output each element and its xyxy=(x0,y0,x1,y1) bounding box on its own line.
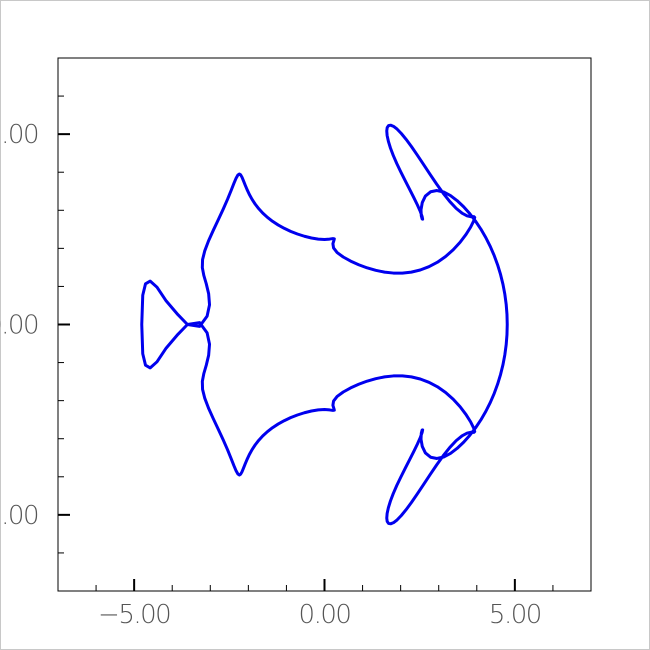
x-tick-label: −5.00 xyxy=(98,600,170,630)
series-line-0 xyxy=(140,123,509,526)
y-tick-label: 0.00 xyxy=(0,311,38,341)
plot-frame xyxy=(57,57,592,592)
x-tick-label: 0.00 xyxy=(299,600,351,630)
y-tick-label: −5.00 xyxy=(0,501,38,531)
x-tick-label: 5.00 xyxy=(489,600,541,630)
y-tick-label: 5.00 xyxy=(0,120,38,150)
